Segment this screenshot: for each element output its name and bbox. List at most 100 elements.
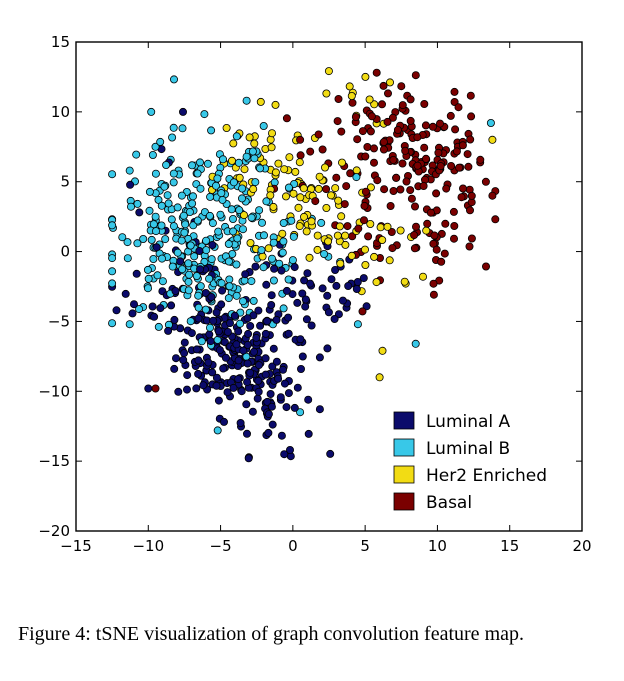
point-basal: [342, 182, 351, 191]
point-basal: [463, 150, 472, 159]
point-luminal-a: [253, 394, 262, 403]
point-luminal-b: [232, 291, 241, 300]
point-luminal-b: [181, 220, 190, 229]
point-luminal-a: [201, 288, 210, 297]
x-tick-label: −15: [60, 537, 92, 555]
point-her2-enriched: [378, 346, 387, 355]
point-her2-enriched: [385, 78, 394, 87]
point-luminal-b: [148, 150, 157, 159]
point-luminal-a: [280, 450, 289, 459]
point-luminal-a: [306, 279, 315, 288]
point-luminal-b: [234, 158, 243, 167]
point-luminal-a: [236, 418, 245, 427]
point-her2-enriched: [345, 82, 354, 91]
point-luminal-a: [171, 354, 180, 363]
point-luminal-a: [296, 335, 305, 344]
point-luminal-a: [359, 274, 368, 283]
point-basal: [413, 161, 422, 170]
x-tick-label: 5: [360, 537, 370, 555]
point-luminal-b: [145, 187, 154, 196]
point-luminal-a: [324, 308, 333, 317]
point-basal: [413, 133, 422, 142]
point-luminal-b: [251, 178, 260, 187]
legend: Luminal A Luminal B Her2 Enriched Basal: [393, 411, 547, 513]
point-basal: [467, 191, 476, 200]
point-luminal-b: [147, 107, 156, 116]
point-basal: [397, 82, 406, 91]
point-luminal-a: [223, 388, 232, 397]
point-her2-enriched: [299, 184, 308, 193]
point-luminal-a: [223, 327, 232, 336]
point-luminal-a: [194, 356, 203, 365]
point-luminal-a: [243, 314, 252, 323]
point-luminal-a: [307, 321, 316, 330]
legend-label-luminal-a: Luminal A: [426, 412, 511, 432]
point-luminal-a: [246, 368, 255, 377]
point-luminal-a: [315, 353, 324, 362]
point-basal: [434, 148, 443, 157]
point-basal: [481, 262, 490, 271]
point-basal: [436, 162, 445, 171]
point-her2-enriched: [366, 219, 375, 228]
point-her2-enriched: [296, 193, 305, 202]
point-luminal-b: [213, 426, 222, 435]
point-luminal-b: [202, 246, 211, 255]
point-basal: [346, 169, 355, 178]
point-her2-enriched: [370, 252, 379, 261]
plot-frame: [75, 41, 583, 532]
point-luminal-a: [194, 314, 203, 323]
point-her2-enriched: [239, 211, 248, 220]
x-tick-label: 15: [500, 537, 519, 555]
point-luminal-a: [344, 281, 353, 290]
point-luminal-b: [238, 184, 247, 193]
x-tick-label: −5: [210, 537, 232, 555]
point-luminal-a: [284, 313, 293, 322]
point-luminal-b: [151, 227, 160, 236]
point-luminal-b: [169, 178, 178, 187]
point-luminal-a: [261, 354, 270, 363]
point-luminal-b: [125, 166, 134, 175]
point-luminal-a: [282, 403, 291, 412]
point-luminal-b: [248, 147, 257, 156]
point-her2-enriched: [324, 67, 333, 76]
point-luminal-a: [304, 395, 313, 404]
point-luminal-a: [266, 389, 275, 398]
point-luminal-a: [284, 389, 293, 398]
point-luminal-a: [209, 316, 218, 325]
point-luminal-a: [182, 385, 191, 394]
point-her2-enriched: [422, 226, 431, 235]
point-her2-enriched: [227, 156, 236, 165]
point-basal: [465, 242, 474, 251]
point-basal: [364, 232, 373, 241]
point-luminal-a: [215, 346, 224, 355]
point-luminal-b: [169, 123, 178, 132]
point-luminal-b: [259, 231, 268, 240]
point-basal: [359, 216, 368, 225]
point-luminal-b: [213, 174, 222, 183]
point-luminal-a: [212, 381, 221, 390]
point-basal: [389, 155, 398, 164]
point-luminal-a: [156, 304, 165, 313]
point-luminal-a: [285, 445, 294, 454]
point-luminal-b: [208, 219, 217, 228]
point-her2-enriched: [281, 192, 290, 201]
point-luminal-b: [108, 254, 117, 263]
point-luminal-a: [318, 284, 327, 293]
point-her2-enriched: [375, 373, 384, 382]
point-luminal-a: [144, 384, 153, 393]
point-basal: [358, 127, 367, 136]
point-luminal-a: [274, 374, 283, 383]
point-luminal-a: [263, 317, 272, 326]
point-luminal-b: [207, 126, 216, 135]
point-luminal-b: [151, 142, 160, 151]
point-luminal-a: [132, 269, 141, 278]
point-basal: [406, 95, 415, 104]
point-luminal-a: [246, 321, 255, 330]
point-luminal-b: [156, 137, 165, 146]
point-basal: [296, 151, 305, 160]
point-luminal-a: [262, 280, 271, 289]
point-her2-enriched: [313, 231, 322, 240]
point-luminal-b: [250, 154, 259, 163]
point-luminal-b: [217, 189, 226, 198]
point-basal: [451, 125, 460, 134]
